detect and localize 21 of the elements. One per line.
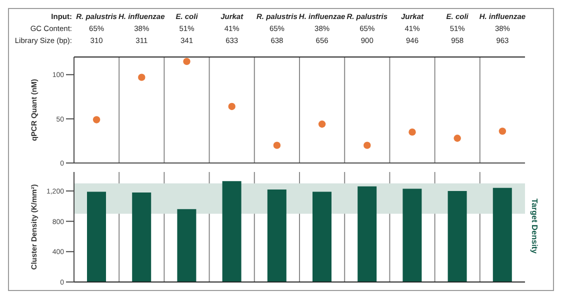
bar <box>132 192 152 282</box>
bar <box>358 186 377 282</box>
point <box>183 58 190 66</box>
point <box>408 128 416 136</box>
bar <box>492 188 512 282</box>
bar <box>402 188 422 282</box>
band-label: Target Density <box>530 198 540 254</box>
point <box>228 102 236 110</box>
point <box>498 128 506 135</box>
point <box>454 134 461 142</box>
bar <box>448 190 467 282</box>
point <box>364 142 371 149</box>
point <box>318 120 326 128</box>
bar <box>267 189 286 282</box>
point <box>273 142 281 149</box>
point <box>138 74 146 81</box>
bar <box>222 181 242 282</box>
bar <box>177 209 196 282</box>
bar <box>87 192 106 282</box>
bar <box>312 192 332 282</box>
point <box>92 116 100 124</box>
